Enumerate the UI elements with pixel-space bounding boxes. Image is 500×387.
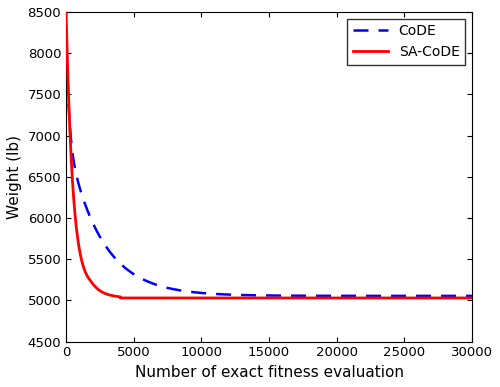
SA-CoDE xyxy=(63,11,69,16)
SA-CoDE xyxy=(366,296,372,300)
SA-CoDE xyxy=(137,296,143,300)
SA-CoDE xyxy=(118,296,124,300)
CoDE xyxy=(63,26,69,31)
CoDE xyxy=(218,292,224,296)
Y-axis label: Weight (lb): Weight (lb) xyxy=(7,135,22,219)
SA-CoDE xyxy=(397,296,403,300)
SA-CoDE xyxy=(327,296,333,300)
CoDE xyxy=(469,294,475,298)
CoDE xyxy=(366,294,372,298)
X-axis label: Number of exact fitness evaluation: Number of exact fitness evaluation xyxy=(134,365,404,380)
SA-CoDE xyxy=(469,296,475,300)
CoDE xyxy=(397,294,403,298)
CoDE xyxy=(137,276,143,280)
SA-CoDE xyxy=(218,296,224,300)
Line: SA-CoDE: SA-CoDE xyxy=(66,14,472,298)
SA-CoDE xyxy=(306,296,312,300)
Line: CoDE: CoDE xyxy=(66,28,472,296)
CoDE xyxy=(306,293,312,298)
Legend: CoDE, SA-CoDE: CoDE, SA-CoDE xyxy=(348,19,465,65)
CoDE xyxy=(327,293,333,298)
